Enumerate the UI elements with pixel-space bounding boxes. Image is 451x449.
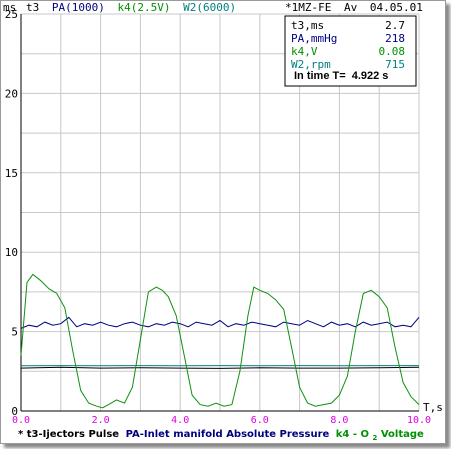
x-tick-label: 8.0 [330,415,348,426]
info-row-value: 2.7 [385,19,405,32]
x-tick-label: 10.0 [407,415,431,426]
info-row-label: k4,V [291,45,318,58]
header-series-scales: t3 PA(1000) k4(2.5V) W2(6000) [26,1,236,14]
x-axis-title: T,s [423,401,443,414]
x-tick-labels: 0.0 2.0 4.0 6.0 8.0 10.0 [12,415,431,426]
info-row-value: 218 [385,32,405,45]
mode-label: Av [344,1,358,14]
scale-pa: PA(1000) [52,1,105,14]
engine-info: *1MZ-FE Av 04.05.01 [285,1,423,14]
series-line-k4 [20,273,420,409]
scale-k4: k4(2.5V) [117,1,170,14]
in-time-readout: In time T= 4.922 s [294,70,388,82]
series-line-pa [20,316,420,329]
date-label: 04.05.01 [370,1,423,14]
y-tick-label: 20 [5,87,18,100]
legend-t3-prefix: * [18,429,24,440]
legend-k4-subscript: 2 [373,434,378,442]
y-tick-label: 5 [11,326,18,339]
scale-w2: W2(6000) [183,1,236,14]
info-row-label: PA,mmHg [291,32,337,45]
info-row-label: t3,ms [291,19,324,32]
info-row-label: W2,rpm [291,58,331,71]
info-row-value: 715 [385,58,405,71]
scale-t3: t3 [26,1,39,14]
legend-k4-prefix: k4 - O [336,429,369,440]
series-lines [20,273,420,409]
y-tick-label: 10 [5,246,18,259]
in-time-label: In time T= [294,70,346,82]
x-tick-label: 2.0 [92,415,110,426]
legend-k4-suffix: Voltage [381,429,424,440]
y-tick-label: 0 [11,405,18,418]
legend-t3: t3-Ijectors Pulse [27,429,120,440]
y-tick-label: 25 [5,8,18,21]
legend-pa: PA-Inlet manifold Absolute Pressure [126,429,330,440]
x-tick-label: 4.0 [171,415,189,426]
y-tick-label: 15 [5,167,18,180]
legend: * t3-Ijectors Pulse PA-Inlet manifold Ab… [18,429,424,443]
units-label: ms [3,1,16,14]
series-line-t3 [20,366,420,369]
info-box-border [284,15,417,87]
info-box: t3,ms 2.7 PA,mmHg 218 k4,V 0.08 W2,rpm 715 In t… [284,15,417,87]
info-row-value: 0.08 [379,45,406,58]
x-tick-label: 6.0 [251,415,269,426]
x-tick-label: 0.0 [12,415,30,426]
in-time-value: 4.922 s [352,70,389,82]
axes [20,14,419,412]
y-tick-labels: 0 5 10 15 20 25 [5,8,18,418]
engine-code: *1MZ-FE [285,1,331,14]
